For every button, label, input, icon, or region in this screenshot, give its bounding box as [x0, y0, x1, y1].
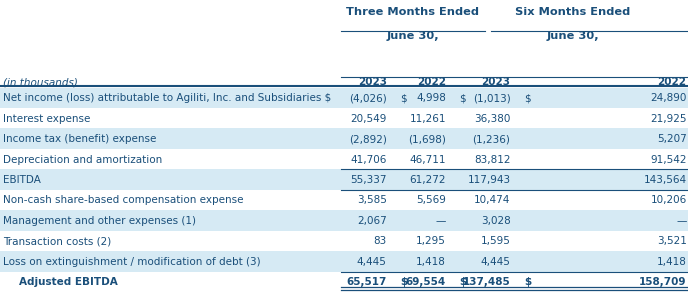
Text: (2,892): (2,892) — [349, 134, 387, 144]
Bar — [0, 210, 688, 231]
Text: 1,595: 1,595 — [481, 236, 510, 246]
Bar — [0, 231, 688, 251]
Text: $: $ — [400, 277, 408, 287]
Bar — [0, 108, 688, 128]
Text: 4,998: 4,998 — [416, 93, 446, 103]
Text: $: $ — [524, 277, 532, 287]
Text: 1,418: 1,418 — [657, 257, 687, 267]
Text: 46,711: 46,711 — [409, 154, 446, 165]
Text: 3,028: 3,028 — [481, 216, 510, 226]
Text: 2023: 2023 — [482, 77, 510, 87]
Text: 4,445: 4,445 — [357, 257, 387, 267]
Text: 69,554: 69,554 — [405, 277, 446, 287]
Text: Non-cash share-based compensation expense: Non-cash share-based compensation expens… — [3, 195, 244, 206]
Text: 2023: 2023 — [358, 77, 387, 87]
Text: 24,890: 24,890 — [650, 93, 687, 103]
Bar — [0, 128, 688, 149]
Text: Income tax (benefit) expense: Income tax (benefit) expense — [3, 134, 157, 144]
Text: $: $ — [400, 93, 407, 103]
Text: June 30,: June 30, — [387, 31, 439, 41]
Bar — [0, 272, 688, 292]
Text: 3,585: 3,585 — [357, 195, 387, 206]
Text: 91,542: 91,542 — [650, 154, 687, 165]
Text: EBITDA: EBITDA — [3, 175, 41, 185]
Text: $: $ — [460, 93, 466, 103]
Text: 2,067: 2,067 — [357, 216, 387, 226]
Text: 158,709: 158,709 — [639, 277, 687, 287]
Text: 117,943: 117,943 — [467, 175, 510, 185]
Text: 83,812: 83,812 — [474, 154, 510, 165]
Text: Three Months Ended: Three Months Ended — [346, 7, 480, 17]
Text: Transaction costs (2): Transaction costs (2) — [3, 236, 111, 246]
Text: (1,013): (1,013) — [473, 93, 510, 103]
Text: 5,569: 5,569 — [416, 195, 446, 206]
Bar — [0, 169, 688, 190]
Text: Interest expense: Interest expense — [3, 114, 91, 124]
Text: 21,925: 21,925 — [650, 114, 687, 124]
Text: 41,706: 41,706 — [350, 154, 387, 165]
Text: 20,549: 20,549 — [350, 114, 387, 124]
Bar — [0, 149, 688, 169]
Text: 10,474: 10,474 — [474, 195, 510, 206]
Text: 55,337: 55,337 — [350, 175, 387, 185]
Text: (in thousands): (in thousands) — [3, 77, 78, 87]
Text: Management and other expenses (1): Management and other expenses (1) — [3, 216, 197, 226]
Text: (1,236): (1,236) — [473, 134, 510, 144]
Text: Adjusted EBITDA: Adjusted EBITDA — [19, 277, 118, 287]
Text: Six Months Ended: Six Months Ended — [515, 7, 630, 17]
Text: 36,380: 36,380 — [474, 114, 510, 124]
Text: 2022: 2022 — [658, 77, 687, 87]
Text: Depreciation and amortization: Depreciation and amortization — [3, 154, 162, 165]
Bar — [0, 251, 688, 272]
Text: 61,272: 61,272 — [409, 175, 446, 185]
Text: —: — — [436, 216, 446, 226]
Text: —: — — [676, 216, 687, 226]
Text: 65,517: 65,517 — [346, 277, 387, 287]
Text: (4,026): (4,026) — [349, 93, 387, 103]
Text: June 30,: June 30, — [546, 31, 599, 41]
Text: Net income (loss) attributable to Agiliti, Inc. and Subsidiaries $: Net income (loss) attributable to Agilit… — [3, 93, 332, 103]
Text: 11,261: 11,261 — [409, 114, 446, 124]
Text: $: $ — [460, 277, 467, 287]
Text: (1,698): (1,698) — [408, 134, 446, 144]
Text: $: $ — [524, 93, 531, 103]
Text: 3,521: 3,521 — [657, 236, 687, 246]
Bar — [0, 88, 688, 108]
Text: Loss on extinguishment / modification of debt (3): Loss on extinguishment / modification of… — [3, 257, 261, 267]
Text: 2022: 2022 — [417, 77, 446, 87]
Text: 83: 83 — [374, 236, 387, 246]
Text: 137,485: 137,485 — [463, 277, 510, 287]
Text: 4,445: 4,445 — [481, 257, 510, 267]
Text: 1,418: 1,418 — [416, 257, 446, 267]
Text: 5,207: 5,207 — [657, 134, 687, 144]
Text: 143,564: 143,564 — [643, 175, 687, 185]
Text: 1,295: 1,295 — [416, 236, 446, 246]
Bar — [0, 190, 688, 210]
Text: 10,206: 10,206 — [650, 195, 687, 206]
